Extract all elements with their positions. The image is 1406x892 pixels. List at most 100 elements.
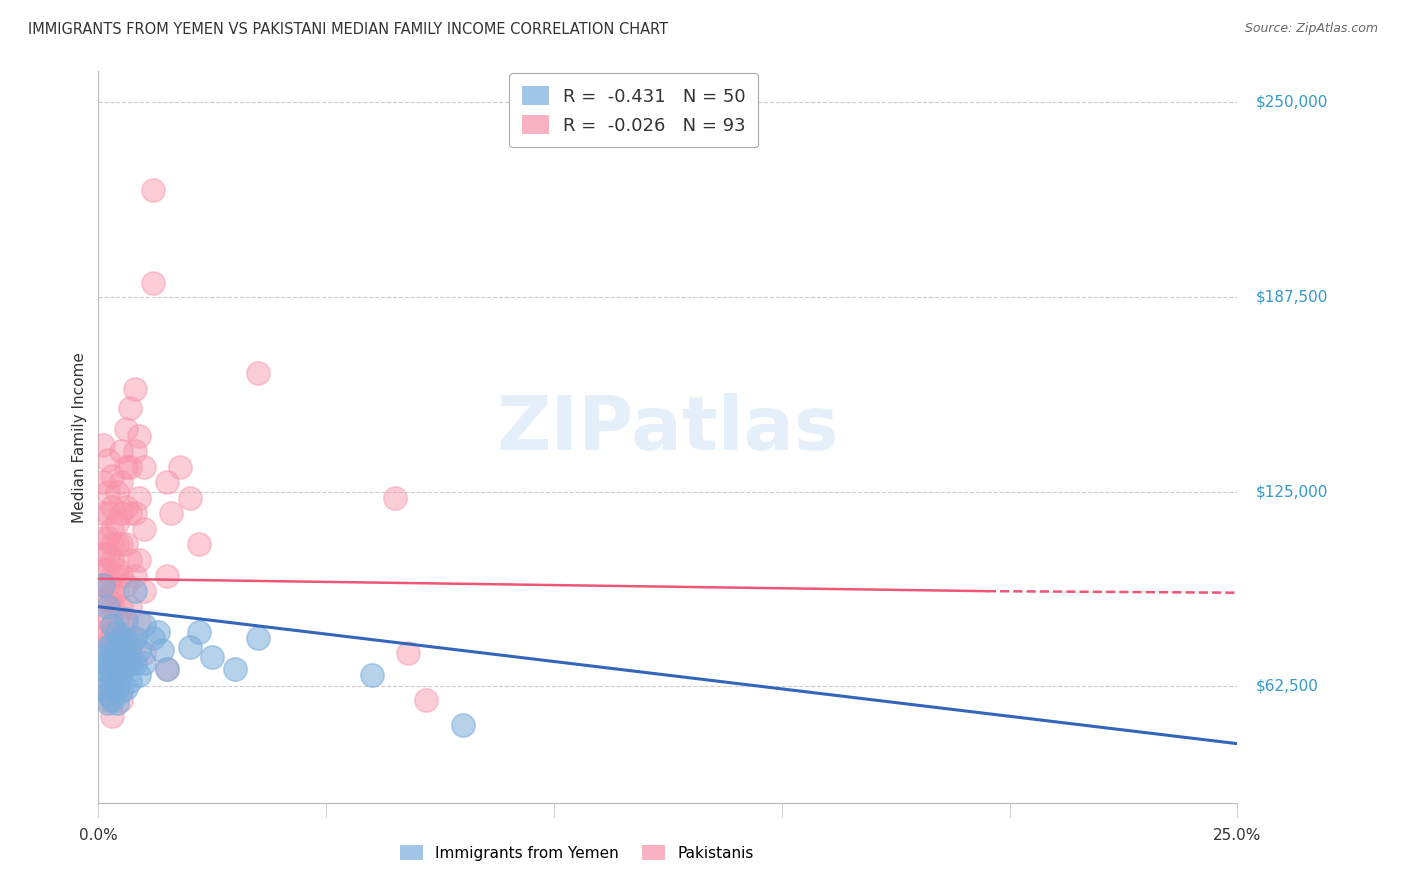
Point: [110, 506, 132, 520]
Point: [142, 183, 165, 197]
Text: IMMIGRANTS FROM YEMEN VS PAKISTANI MEDIAN FAMILY INCOME CORRELATION CHART: IMMIGRANTS FROM YEMEN VS PAKISTANI MEDIA…: [28, 22, 668, 37]
Point: [91, 662, 114, 676]
Point: [91, 506, 114, 520]
Point: [120, 506, 142, 520]
Point: [91, 531, 114, 545]
Point: [96, 453, 118, 467]
Point: [124, 506, 146, 520]
Point: [114, 615, 136, 630]
Point: [101, 649, 124, 664]
Point: [96, 677, 118, 691]
Point: [120, 459, 142, 474]
Point: [110, 649, 132, 664]
Y-axis label: Median Family Income: Median Family Income: [72, 351, 87, 523]
Point: [110, 693, 132, 707]
Point: [101, 553, 124, 567]
Point: [142, 631, 165, 645]
Point: [156, 568, 179, 582]
Point: [101, 665, 124, 679]
Point: [124, 568, 146, 582]
Point: [96, 531, 118, 545]
Point: [105, 537, 128, 551]
Point: [101, 668, 124, 682]
Point: [451, 718, 474, 732]
Point: [91, 656, 114, 670]
Point: [114, 612, 136, 626]
Point: [110, 475, 132, 490]
Point: [360, 668, 382, 682]
Point: [396, 647, 419, 661]
Point: [114, 500, 136, 515]
Point: [101, 522, 124, 536]
Text: 0.0%: 0.0%: [79, 828, 118, 843]
Point: [101, 568, 124, 582]
Point: [105, 662, 128, 676]
Point: [114, 422, 136, 436]
Point: [120, 553, 142, 567]
Point: [91, 593, 114, 607]
Point: [105, 681, 128, 695]
Point: [101, 599, 124, 614]
Point: [120, 656, 142, 670]
Point: [96, 593, 118, 607]
Point: [91, 438, 114, 452]
Point: [105, 634, 128, 648]
Point: [96, 506, 118, 520]
Point: [105, 640, 128, 655]
Point: [101, 690, 124, 704]
Point: [187, 624, 209, 639]
Point: [96, 484, 118, 499]
Point: [96, 696, 118, 710]
Point: [128, 668, 150, 682]
Text: $250,000: $250,000: [1256, 95, 1327, 110]
Point: [179, 640, 201, 655]
Point: [91, 547, 114, 561]
Point: [101, 647, 124, 661]
Point: [114, 578, 136, 592]
Point: [124, 382, 146, 396]
Point: [101, 693, 124, 707]
Point: [110, 662, 132, 676]
Text: 25.0%: 25.0%: [1213, 828, 1261, 843]
Point: [91, 624, 114, 639]
Point: [120, 647, 142, 661]
Point: [96, 547, 118, 561]
Point: [169, 459, 191, 474]
Point: [91, 609, 114, 624]
Point: [124, 656, 146, 670]
Point: [101, 708, 124, 723]
Point: [91, 649, 114, 664]
Point: [124, 631, 146, 645]
Point: [105, 584, 128, 599]
Point: [96, 671, 118, 685]
Point: [415, 693, 437, 707]
Point: [128, 553, 150, 567]
Point: [105, 484, 128, 499]
Point: [96, 615, 118, 630]
Point: [146, 624, 169, 639]
Point: [96, 656, 118, 670]
Point: [246, 631, 269, 645]
Point: [101, 681, 124, 695]
Point: [120, 637, 142, 651]
Point: [156, 662, 179, 676]
Point: [91, 681, 114, 695]
Point: [105, 656, 128, 670]
Point: [150, 643, 173, 657]
Point: [110, 444, 132, 458]
Point: [156, 475, 179, 490]
Point: [96, 599, 118, 614]
Point: [101, 469, 124, 483]
Point: [128, 428, 150, 442]
Point: [101, 618, 124, 632]
Point: [246, 366, 269, 380]
Text: $187,500: $187,500: [1256, 290, 1327, 304]
Text: $125,000: $125,000: [1256, 484, 1327, 499]
Point: [105, 696, 128, 710]
Point: [110, 665, 132, 679]
Point: [96, 562, 118, 576]
Point: [187, 537, 209, 551]
Point: [110, 683, 132, 698]
Point: [128, 615, 150, 630]
Point: [91, 562, 114, 576]
